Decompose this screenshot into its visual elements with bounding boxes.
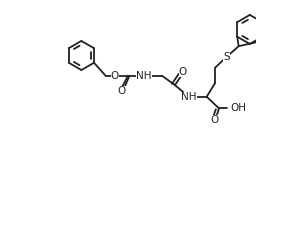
Text: OH: OH [230,103,246,113]
Text: S: S [223,52,230,62]
Text: O: O [211,115,219,126]
Text: NH: NH [136,71,152,81]
Text: O: O [179,67,187,77]
Text: NH: NH [181,92,196,102]
Text: O: O [111,71,119,81]
Text: O: O [118,86,126,96]
